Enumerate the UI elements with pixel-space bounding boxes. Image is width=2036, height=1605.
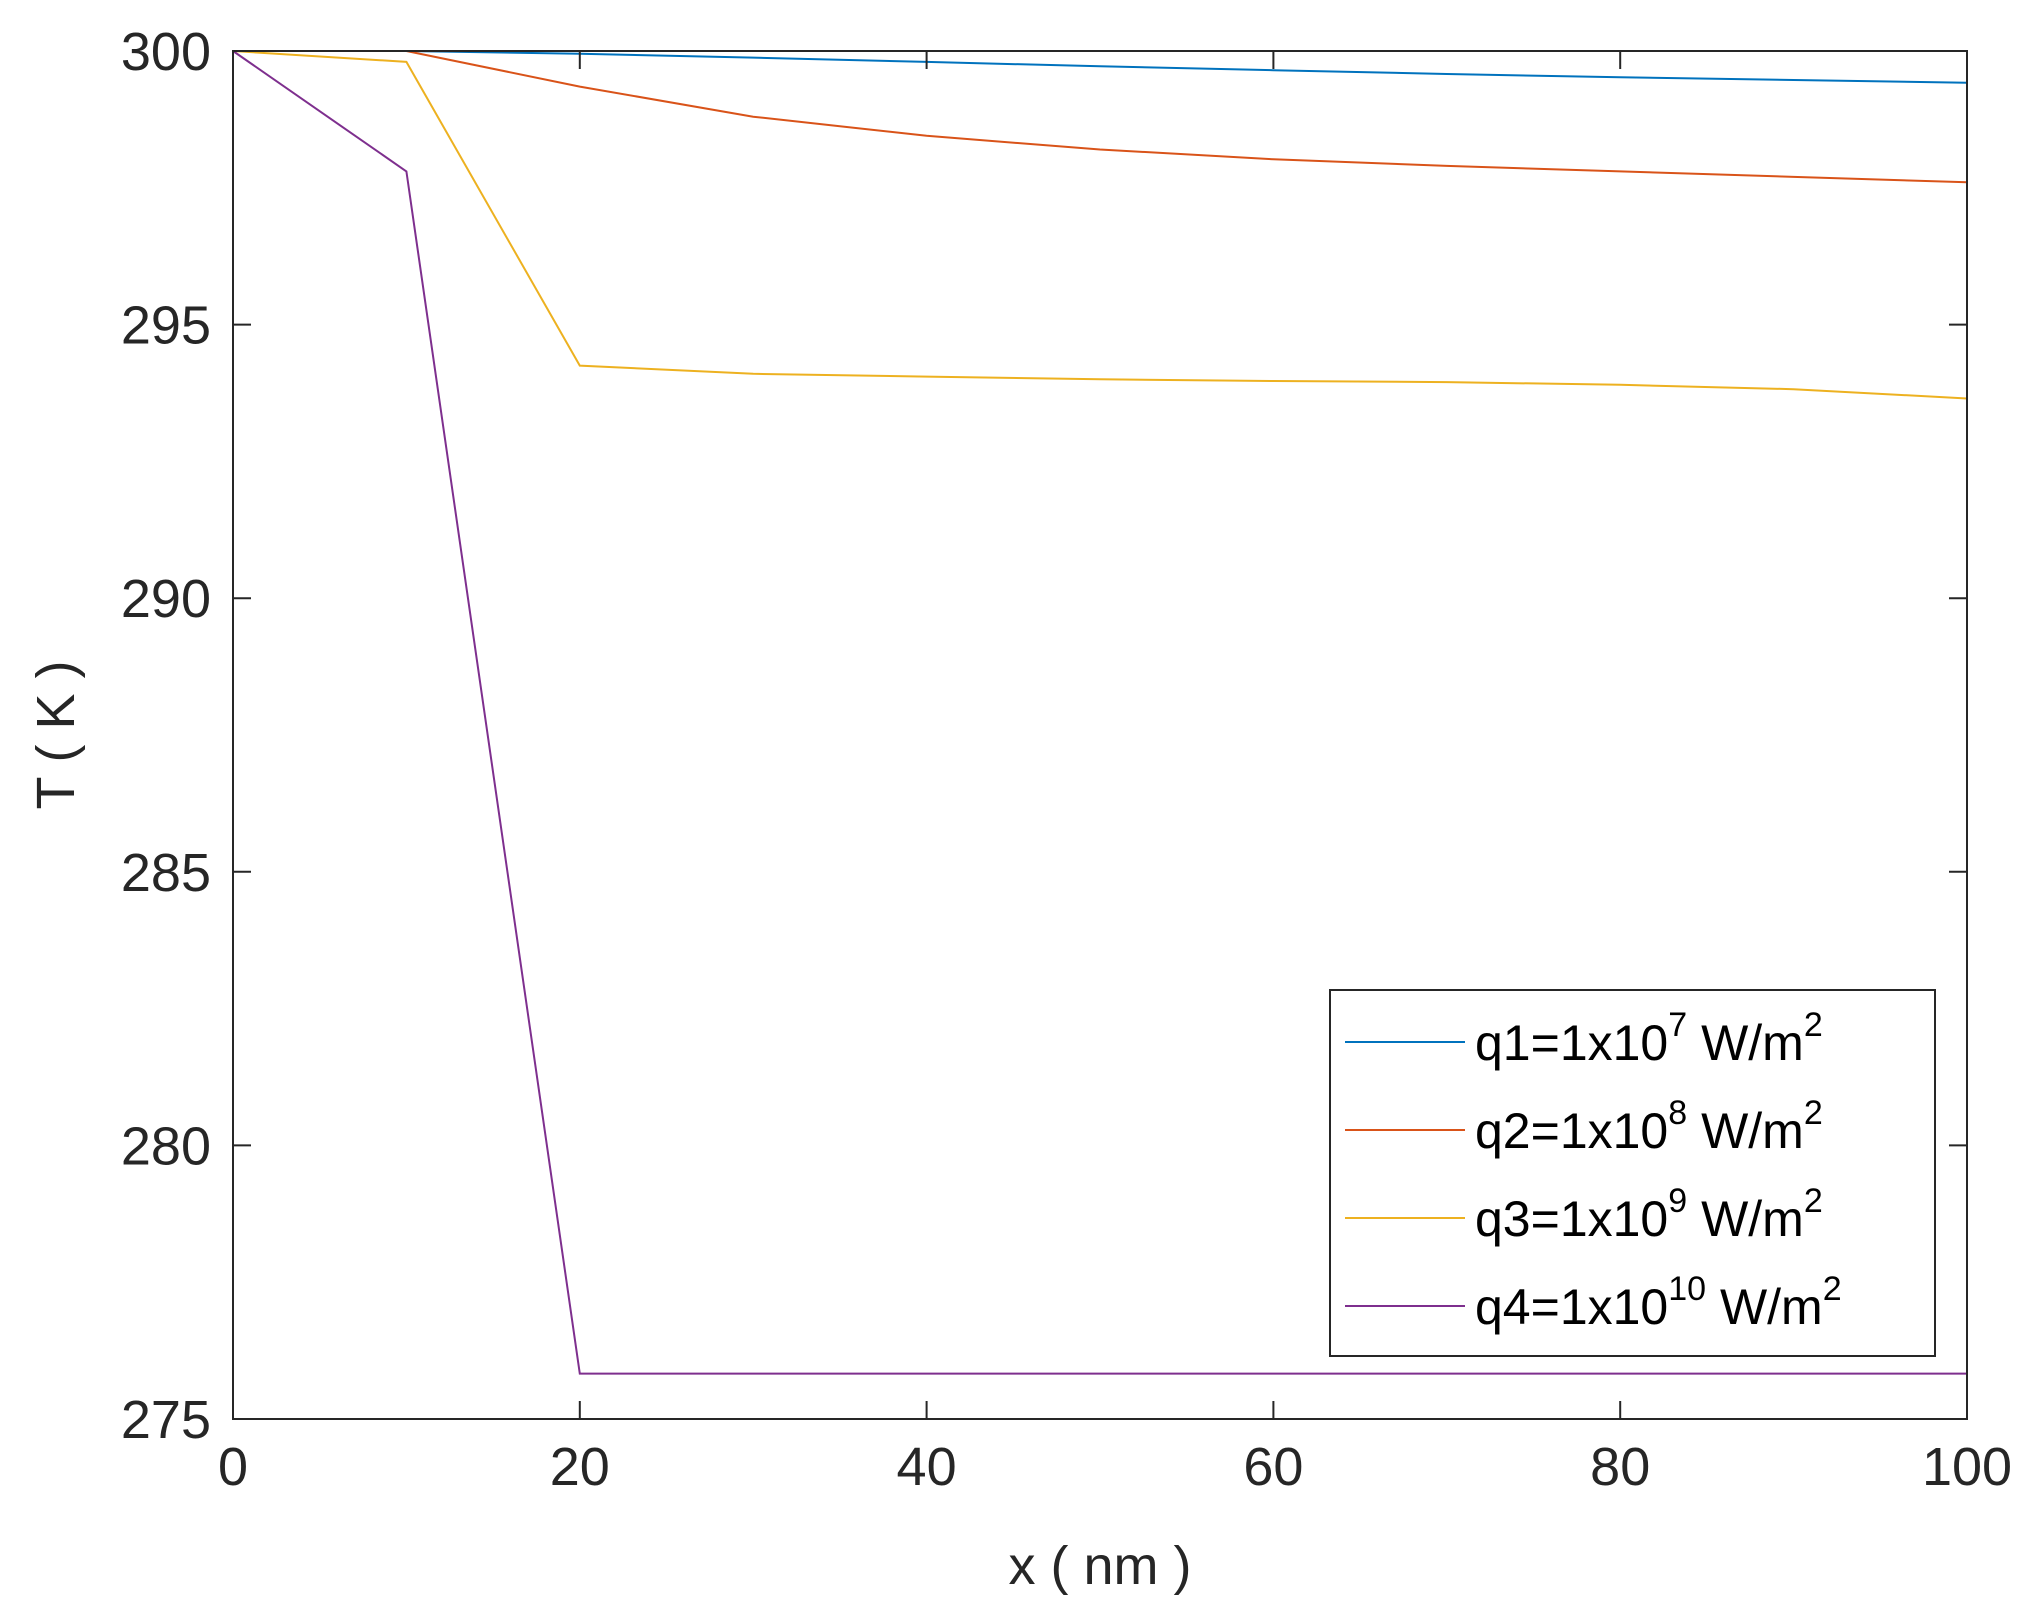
legend-box bbox=[1329, 989, 1936, 1357]
y-tick-label: 280 bbox=[121, 1116, 211, 1176]
y-tick-label: 300 bbox=[121, 22, 211, 82]
y-tick-label: 290 bbox=[121, 569, 211, 629]
x-tick-label: 60 bbox=[1243, 1437, 1303, 1497]
tick-layer: 0 20 40 60 80 100 275 280 285 290 295 300 bbox=[121, 22, 2012, 1497]
x-tick-label: 100 bbox=[1922, 1437, 2012, 1497]
y-axis-label: T ( K ) bbox=[26, 660, 86, 809]
series-layer bbox=[232, 50, 1968, 1375]
y-tick-label: 285 bbox=[121, 843, 211, 903]
legend-label-q1: q1=1x107 W/m2 bbox=[1475, 1006, 1823, 1071]
series-line-q2 bbox=[233, 50, 1968, 184]
series-line-q3 bbox=[232, 50, 1968, 400]
y-tick-label: 275 bbox=[121, 1390, 211, 1450]
legend: q1=1x107 W/m2 q2=1x108 W/m2 q3=1x109 W/m2 q… bbox=[1329, 989, 1936, 1357]
x-tick-label: 80 bbox=[1590, 1437, 1650, 1497]
x-tick-label: 0 bbox=[218, 1437, 248, 1497]
y-tick-label: 295 bbox=[121, 296, 211, 356]
series-line-q1 bbox=[233, 50, 1968, 84]
plot-frame bbox=[232, 50, 1968, 1420]
x-tick-label: 20 bbox=[550, 1437, 610, 1497]
x-axis-label: x ( nm ) bbox=[1009, 1536, 1192, 1596]
legend-label-q3: q3=1x109 W/m2 bbox=[1475, 1182, 1823, 1247]
x-tick-label: 40 bbox=[897, 1437, 957, 1497]
legend-label-q2: q2=1x108 W/m2 bbox=[1475, 1094, 1823, 1159]
legend-label-q4: q4=1x1010 W/m2 bbox=[1475, 1270, 1842, 1335]
series-line-q4 bbox=[232, 50, 1967, 1375]
